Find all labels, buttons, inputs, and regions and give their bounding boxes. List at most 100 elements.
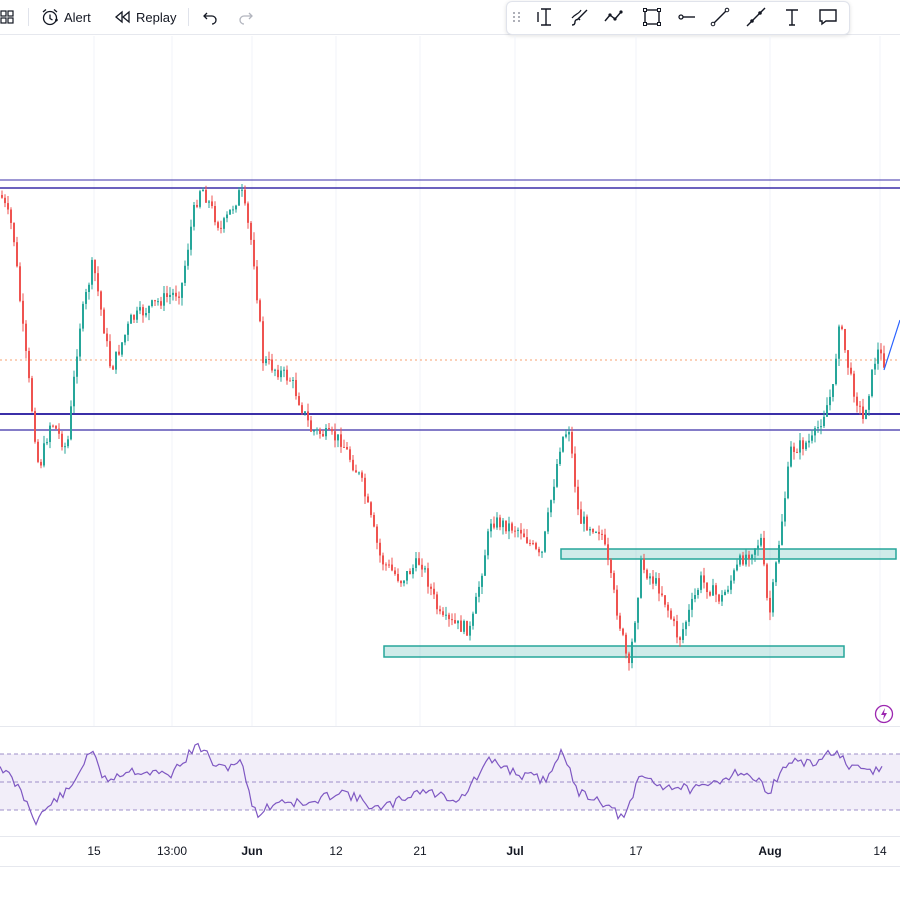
candle-body xyxy=(748,554,750,559)
candle-body xyxy=(136,310,138,320)
candle-body xyxy=(238,190,240,206)
axis-border xyxy=(0,836,900,837)
candle-body xyxy=(562,436,564,452)
candle-body xyxy=(331,429,333,432)
candle-body xyxy=(832,384,834,397)
time-axis-label: 21 xyxy=(413,844,427,858)
candle-body xyxy=(601,533,603,535)
trend-line-icon[interactable] xyxy=(709,6,731,28)
candle-body xyxy=(478,586,480,597)
candle-body xyxy=(226,214,228,219)
candle-body xyxy=(622,628,624,635)
candle-body xyxy=(409,570,411,575)
candle-body xyxy=(343,446,345,448)
rsi-indicator-pane[interactable] xyxy=(0,726,900,836)
candle-body xyxy=(850,367,852,374)
candle-body xyxy=(799,440,801,453)
undo-icon[interactable] xyxy=(202,5,220,29)
candle-body xyxy=(13,222,15,243)
candle-body xyxy=(364,477,366,497)
candle-body xyxy=(253,239,255,267)
candle-body xyxy=(388,564,390,566)
redo-icon[interactable] xyxy=(236,5,254,29)
candle-body xyxy=(844,328,846,351)
candle-body xyxy=(118,351,120,355)
candle-body xyxy=(589,529,591,531)
extended-line-icon[interactable] xyxy=(745,6,767,28)
candle-body xyxy=(463,620,465,632)
candle-body xyxy=(337,434,339,441)
drag-handle-icon[interactable] xyxy=(511,6,523,28)
cursor-cross-icon[interactable] xyxy=(535,6,557,28)
candle-body xyxy=(130,314,132,324)
candle-body xyxy=(544,531,546,552)
candle-body xyxy=(811,435,813,441)
candle-body xyxy=(880,349,882,354)
candle-body xyxy=(541,551,543,553)
candle-body xyxy=(385,564,387,566)
candle-body xyxy=(451,619,453,621)
alert-button[interactable]: Alert xyxy=(40,5,91,29)
candle-body xyxy=(640,558,642,598)
candle-body xyxy=(808,440,810,443)
candle-body xyxy=(58,428,60,434)
candle-body xyxy=(277,369,279,378)
candle-body xyxy=(268,359,270,361)
candle-body xyxy=(322,433,324,437)
candle-body xyxy=(484,555,486,576)
candle-body xyxy=(817,427,819,429)
candle-body xyxy=(859,405,861,407)
candle-body xyxy=(184,265,186,283)
path-icon[interactable] xyxy=(603,6,625,28)
rectangle-icon[interactable] xyxy=(641,6,663,28)
candle-body xyxy=(841,326,843,329)
candle-body xyxy=(667,604,669,611)
candle-body xyxy=(427,568,429,587)
candle-body xyxy=(31,378,33,412)
candle-body xyxy=(619,615,621,629)
candle-body xyxy=(502,520,504,528)
candle-body xyxy=(85,292,87,304)
candle-body xyxy=(568,432,570,435)
time-axis[interactable]: 15 13:00 Jun 12 21 Jul 17 Aug 14 xyxy=(0,836,900,866)
candle-body xyxy=(604,534,606,545)
candle-body xyxy=(535,543,537,549)
lightning-icon[interactable] xyxy=(874,704,894,724)
brush-icon[interactable] xyxy=(569,6,591,28)
candle-body xyxy=(700,575,702,590)
candle-body xyxy=(70,406,72,440)
horizontal-ray-icon[interactable] xyxy=(675,6,697,28)
candle-body xyxy=(190,226,192,250)
candle-body xyxy=(16,242,18,267)
replay-button[interactable]: Replay xyxy=(114,5,176,29)
price-chart[interactable] xyxy=(0,36,900,726)
candle-body xyxy=(763,537,765,565)
candle-body xyxy=(529,543,531,545)
comment-icon[interactable] xyxy=(817,6,839,28)
candle-body xyxy=(646,569,648,579)
time-axis-label: Jul xyxy=(506,844,524,858)
candle-body xyxy=(310,420,312,432)
candle-body xyxy=(739,555,741,565)
candle-body xyxy=(178,296,180,298)
candle-body xyxy=(499,517,501,528)
candle-body xyxy=(745,554,747,565)
candle-body xyxy=(73,376,75,407)
time-axis-label: Jun xyxy=(241,844,263,858)
grid-icon[interactable] xyxy=(0,5,16,29)
candle-body xyxy=(43,443,45,466)
toolbar-divider xyxy=(188,8,189,26)
candle-body xyxy=(202,189,204,192)
candle-body xyxy=(865,409,867,419)
candle-body xyxy=(154,300,156,302)
candle-body xyxy=(406,570,408,581)
text-icon[interactable] xyxy=(781,6,803,28)
candle-body xyxy=(574,453,576,487)
candle-body xyxy=(76,356,78,377)
candle-body xyxy=(256,266,258,301)
candle-body xyxy=(613,573,615,590)
candle-body xyxy=(361,472,363,478)
candle-body xyxy=(355,470,357,473)
candle-body xyxy=(250,222,252,240)
candle-body xyxy=(100,291,102,310)
